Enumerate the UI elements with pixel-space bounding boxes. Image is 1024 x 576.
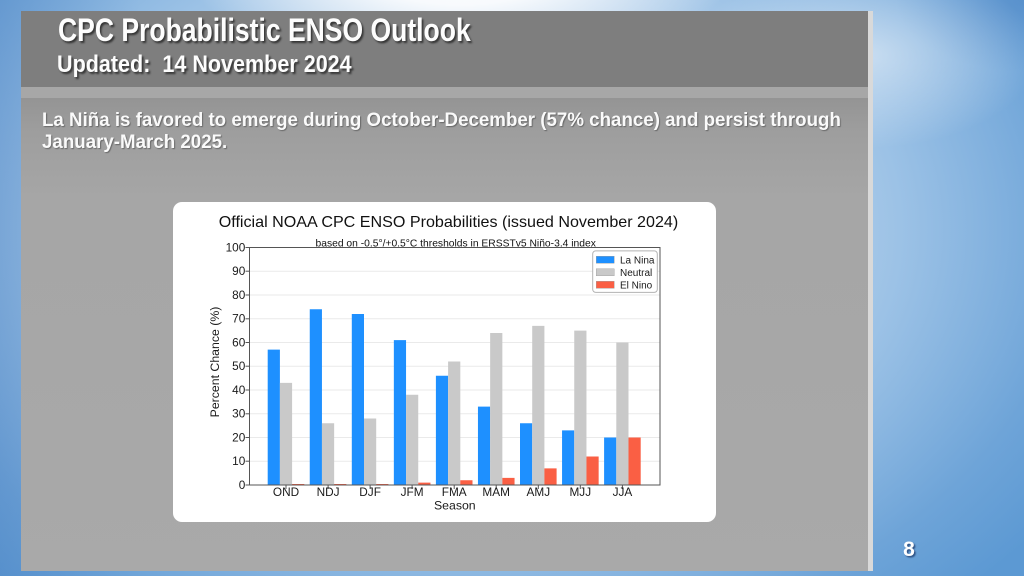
svg-text:Neutral: Neutral — [620, 268, 652, 279]
svg-text:20: 20 — [232, 430, 246, 444]
svg-text:AMJ: AMJ — [527, 485, 551, 499]
svg-text:50: 50 — [232, 359, 246, 373]
svg-text:JJA: JJA — [613, 485, 633, 499]
svg-text:10: 10 — [232, 454, 246, 468]
svg-text:NDJ: NDJ — [317, 485, 340, 499]
svg-text:80: 80 — [232, 288, 246, 302]
svg-text:40: 40 — [232, 383, 246, 397]
svg-text:60: 60 — [232, 335, 246, 349]
svg-text:OND: OND — [273, 485, 299, 499]
svg-text:0: 0 — [239, 478, 246, 492]
svg-text:Official NOAA CPC ENSO Probabi: Official NOAA CPC ENSO Probabilities (is… — [219, 213, 678, 231]
svg-text:based on -0.5°/+0.5°C threshol: based on -0.5°/+0.5°C thresholds in ERSS… — [315, 239, 596, 250]
svg-text:30: 30 — [232, 407, 246, 421]
svg-text:90: 90 — [232, 264, 246, 278]
svg-text:FMA: FMA — [442, 485, 467, 499]
svg-text:DJF: DJF — [359, 485, 381, 499]
svg-text:Percent Chance (%): Percent Chance (%) — [208, 307, 222, 418]
svg-text:MAM: MAM — [482, 485, 510, 499]
svg-text:Season: Season — [434, 499, 476, 513]
svg-text:100: 100 — [226, 240, 246, 254]
svg-text:MJJ: MJJ — [569, 485, 591, 499]
svg-text:JFM: JFM — [401, 485, 424, 499]
svg-text:La Nina: La Nina — [620, 255, 655, 266]
svg-text:70: 70 — [232, 312, 246, 326]
svg-text:El Nino: El Nino — [620, 280, 653, 291]
